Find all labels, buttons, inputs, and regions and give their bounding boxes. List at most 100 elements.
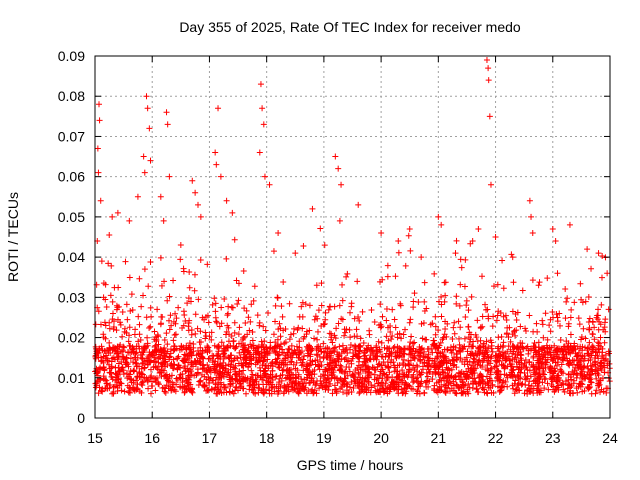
data-point: [506, 324, 513, 331]
data-point: [235, 331, 242, 338]
data-point: [295, 324, 302, 331]
data-point: [463, 297, 470, 304]
data-point: [479, 364, 486, 371]
data-point: [133, 363, 140, 370]
data-point: [331, 358, 338, 365]
data-point: [300, 242, 307, 249]
data-point: [377, 321, 384, 328]
data-point: [162, 389, 169, 396]
data-point: [279, 346, 286, 353]
data-point: [509, 254, 516, 261]
data-point: [188, 368, 195, 375]
data-point: [161, 344, 168, 351]
data-point: [126, 274, 133, 281]
data-point: [544, 275, 551, 282]
data-point: [164, 348, 171, 355]
data-point: [199, 366, 206, 373]
data-point: [431, 341, 438, 348]
data-point: [390, 344, 397, 351]
data-point: [521, 390, 528, 397]
data-point: [441, 279, 448, 286]
data-point: [484, 390, 491, 397]
data-point: [96, 117, 103, 124]
data-point: [233, 376, 240, 383]
data-point: [186, 284, 193, 291]
data-point: [397, 302, 404, 309]
data-point: [143, 314, 150, 321]
data-point: [599, 253, 606, 260]
data-point: [276, 381, 283, 388]
data-point: [217, 173, 224, 180]
data-point: [240, 344, 247, 351]
data-point: [251, 283, 258, 290]
data-point: [458, 264, 465, 271]
data-point: [314, 328, 321, 335]
data-point: [588, 265, 595, 272]
data-point: [573, 353, 580, 360]
data-point: [264, 356, 271, 363]
data-point: [393, 355, 400, 362]
data-point: [121, 388, 128, 395]
data-point: [498, 387, 505, 394]
data-point: [532, 349, 539, 356]
data-point: [483, 389, 490, 396]
data-point: [145, 376, 152, 383]
data-point: [418, 369, 425, 376]
plot-frame: [94, 55, 611, 419]
data-point: [435, 327, 442, 334]
data-point: [401, 385, 408, 392]
data-point: [550, 386, 557, 393]
data-point: [261, 173, 268, 180]
data-point: [405, 232, 412, 239]
data-point: [274, 294, 281, 301]
data-point: [223, 197, 230, 204]
data-point: [536, 279, 543, 286]
data-point: [173, 315, 180, 322]
data-point: [540, 334, 547, 341]
data-point: [118, 387, 125, 394]
data-point: [512, 386, 519, 393]
data-point: [495, 308, 502, 315]
data-point: [591, 336, 598, 343]
data-point: [147, 157, 154, 164]
data-point: [414, 388, 421, 395]
data-point: [322, 309, 329, 316]
data-point: [586, 324, 593, 331]
data-point: [309, 205, 316, 212]
data-point: [481, 350, 488, 357]
data-point: [355, 313, 362, 320]
data-point: [364, 357, 371, 364]
data-point: [596, 318, 603, 325]
data-point: [503, 331, 510, 338]
data-point: [350, 353, 357, 360]
data-point: [537, 356, 544, 363]
data-point: [158, 360, 165, 367]
data-point: [216, 368, 223, 375]
data-point: [489, 323, 496, 330]
data-point: [263, 344, 270, 350]
data-point: [156, 370, 163, 377]
data-point: [272, 349, 279, 356]
data-point: [97, 197, 104, 204]
data-point: [259, 105, 266, 112]
data-point: [274, 390, 281, 397]
data-point: [405, 360, 412, 367]
data-point: [423, 370, 430, 377]
data-point: [333, 349, 340, 356]
data-point: [290, 361, 297, 368]
data-point: [597, 343, 604, 350]
data-point: [394, 334, 401, 341]
data-point: [398, 335, 405, 342]
data-point: [552, 367, 559, 374]
data-point: [485, 313, 492, 320]
data-point: [554, 314, 561, 321]
data-point: [229, 388, 236, 395]
data-point: [192, 311, 199, 318]
data-point: [132, 350, 139, 357]
data-point: [535, 282, 542, 289]
data-point: [339, 281, 346, 288]
data-point: [508, 366, 515, 373]
data-point: [452, 250, 459, 257]
data-point: [564, 295, 571, 302]
data-point: [378, 339, 385, 346]
